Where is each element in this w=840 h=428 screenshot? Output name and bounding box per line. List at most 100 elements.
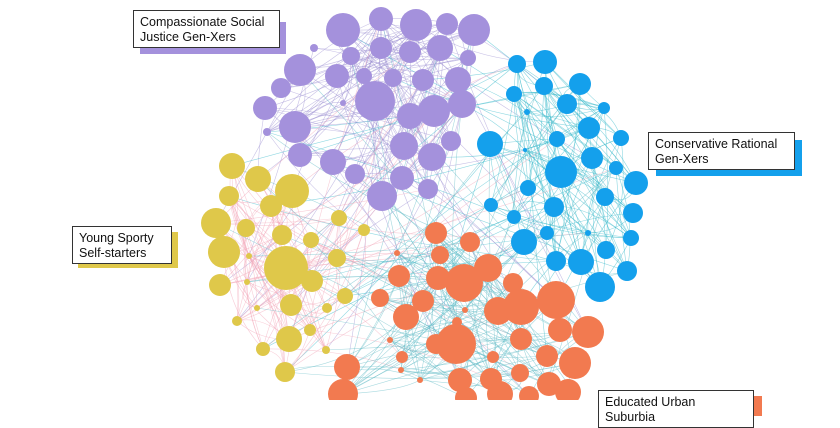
node-yellow [358, 224, 370, 236]
node-orange [555, 379, 581, 400]
node-blue [597, 241, 615, 259]
node-purple [412, 69, 434, 91]
node-orange [460, 232, 480, 252]
network-diagram: Compassionate Social Justice Gen-Xers Co… [72, 7, 802, 428]
edge-blue [543, 85, 632, 239]
node-yellow [219, 153, 245, 179]
edge-purple [342, 102, 557, 301]
node-purple [279, 111, 311, 143]
node-blue [544, 197, 564, 217]
edge-blue [490, 93, 515, 206]
node-yellow [275, 362, 295, 382]
node-orange [425, 222, 447, 244]
node-orange [371, 289, 389, 307]
edge-blue [524, 149, 632, 239]
edge-orange [342, 103, 568, 395]
node-purple [400, 9, 432, 41]
node-orange [455, 387, 477, 400]
edge-orange [215, 222, 521, 374]
edge-blue [605, 137, 624, 251]
edge-orange [398, 111, 528, 277]
edge-orange [389, 321, 458, 341]
node-orange [387, 337, 393, 343]
node-blue [568, 249, 594, 275]
cluster-label-purple: Compassionate Social Justice Gen-Xers [133, 10, 280, 48]
node-yellow [201, 208, 231, 238]
edge-blue [270, 127, 590, 207]
edge-purple [266, 55, 352, 133]
node-blue [598, 102, 610, 114]
edge-yellow [291, 63, 518, 192]
node-orange [503, 289, 539, 325]
node-orange [334, 354, 360, 380]
edge-purple [266, 75, 338, 133]
node-orange [503, 273, 523, 293]
node-blue [596, 188, 614, 206]
node-yellow [260, 195, 282, 217]
node-blue [511, 229, 537, 255]
node-blue [545, 156, 577, 188]
edge-purple [350, 23, 448, 57]
node-blue [585, 272, 615, 302]
node-orange [519, 386, 539, 400]
node-blue [617, 261, 637, 281]
node-blue [507, 210, 521, 224]
node-blue [557, 94, 577, 114]
node-yellow [331, 210, 347, 226]
node-orange [412, 290, 434, 312]
edge-yellow [245, 227, 327, 351]
node-purple [418, 95, 450, 127]
node-purple [288, 143, 312, 167]
edge-orange [310, 239, 403, 358]
edge-purple [291, 18, 382, 192]
node-yellow [328, 249, 346, 267]
node-orange [393, 304, 419, 330]
edge-purple [342, 29, 433, 158]
edge-blue [516, 63, 617, 169]
node-orange [537, 372, 561, 396]
edge-blue [513, 93, 589, 234]
edge-yellow [215, 217, 340, 224]
node-orange [462, 307, 468, 313]
node-layer [201, 7, 648, 400]
edge-yellow [228, 195, 290, 340]
edge-yellow [231, 165, 290, 340]
node-blue [609, 161, 623, 175]
node-purple [460, 50, 476, 66]
edge-yellow [262, 295, 346, 350]
edge-blue [603, 107, 609, 251]
node-purple [399, 41, 421, 63]
node-purple [340, 100, 346, 106]
edge-orange [400, 331, 589, 371]
edge-blue [392, 77, 590, 129]
edge-yellow [363, 229, 589, 238]
edge-blue [524, 149, 634, 214]
edge-blue [615, 167, 628, 272]
edge-orange [435, 232, 521, 374]
node-orange [394, 250, 400, 256]
node-yellow [219, 186, 239, 206]
edge-yellow [215, 51, 411, 224]
node-purple [356, 68, 372, 84]
edge-purple [299, 154, 429, 190]
cluster-label-yellow: Young Sporty Self-starters [72, 226, 172, 264]
node-orange [398, 367, 404, 373]
node-blue [623, 203, 643, 223]
node-blue [506, 86, 522, 102]
node-purple [263, 128, 271, 136]
edge-orange [469, 241, 522, 340]
edge-yellow [248, 255, 311, 331]
cluster-label-orange: Educated Urban Suburbia [598, 390, 754, 428]
edge-yellow [262, 239, 312, 350]
node-yellow [322, 346, 330, 354]
edge-blue [591, 157, 606, 288]
node-orange [559, 347, 591, 379]
node-purple [441, 131, 461, 151]
node-yellow [322, 303, 332, 313]
node-purple [370, 37, 392, 59]
node-purple [418, 179, 438, 199]
edge-purple [380, 18, 593, 159]
cluster-label-blue: Conservative Rational Gen-Xers [648, 132, 795, 170]
edge-yellow [284, 241, 525, 373]
node-purple [384, 69, 402, 87]
